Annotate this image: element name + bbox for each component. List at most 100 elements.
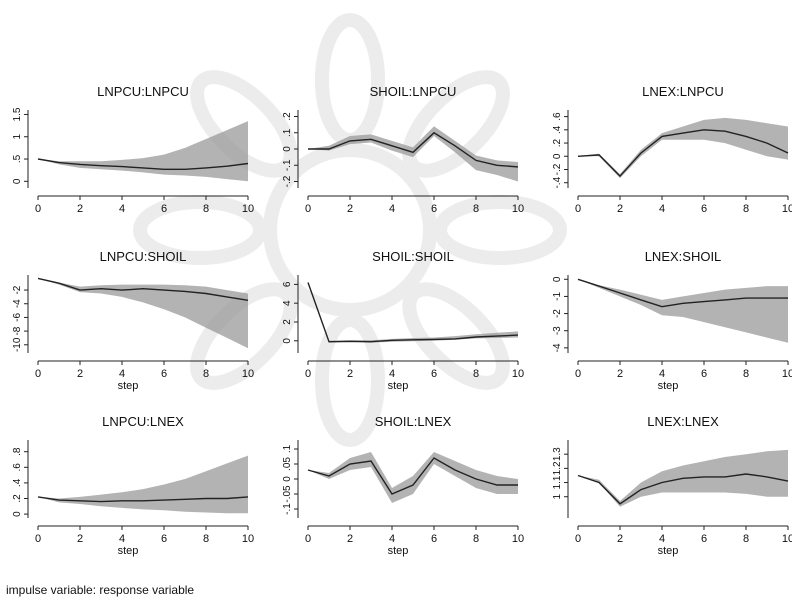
x-tick-label: 4 xyxy=(389,368,395,380)
panel-title: LNPCU:LNPCU xyxy=(97,84,189,99)
x-tick-label: 10 xyxy=(512,533,524,545)
irf-panel: 0 2 4 6 8 10 1 1.11.21.3 LNEX:LNEX step xyxy=(552,414,792,557)
x-tick-label: 0 xyxy=(305,203,311,215)
panel-title: SHOIL:SHOIL xyxy=(372,249,454,264)
y-tick-label: 0 xyxy=(282,476,293,482)
y-tick-label: 2 xyxy=(282,319,293,325)
y-tick-label: -2 xyxy=(552,309,563,318)
confidence-band xyxy=(38,455,248,514)
x-axis-label: step xyxy=(658,545,679,557)
x-tick-label: 10 xyxy=(782,533,792,545)
y-tick-label: .6 xyxy=(12,463,23,472)
panel-title: LNEX:LNPCU xyxy=(642,84,724,99)
x-axis-label: step xyxy=(118,380,139,392)
x-axis-label: step xyxy=(388,380,409,392)
x-tick-label: 0 xyxy=(35,533,41,545)
x-axis-label: step xyxy=(388,545,409,557)
x-tick-label: 2 xyxy=(617,368,623,380)
chart-caption: impulse variable: response variable xyxy=(6,583,195,597)
irf-line xyxy=(37,158,249,171)
x-tick-label: 8 xyxy=(743,533,749,545)
y-tick-label: -4 xyxy=(12,299,23,308)
y-tick-label: .6 xyxy=(552,112,563,121)
y-tick-label: .2 xyxy=(12,494,23,503)
x-tick-label: 4 xyxy=(119,203,125,215)
y-tick-label: -8 xyxy=(12,326,23,335)
y-tick-label: .05 xyxy=(282,457,293,471)
y-tick-label: -.1 xyxy=(282,503,293,515)
irf-line xyxy=(577,473,789,505)
y-tick-label: 1.1 xyxy=(552,475,563,489)
y-tick-label: 4 xyxy=(282,300,293,306)
x-tick-label: 10 xyxy=(242,368,254,380)
irf-panel: 0 2 4 6 8 10 -2 -4 -6 -8 -10 LNPCU:SHOIL step xyxy=(12,249,254,392)
x-tick-label: 2 xyxy=(617,203,623,215)
x-tick-label: 6 xyxy=(161,533,167,545)
y-tick-label: -4 xyxy=(552,343,563,352)
y-tick-label: 0 xyxy=(12,511,23,517)
confidence-band xyxy=(308,282,518,343)
x-tick-label: 10 xyxy=(782,203,792,215)
panel-title: SHOIL:LNPCU xyxy=(370,84,457,99)
x-tick-label: 4 xyxy=(119,368,125,380)
confidence-band xyxy=(38,121,248,182)
x-tick-label: 6 xyxy=(161,368,167,380)
x-tick-label: 2 xyxy=(77,533,83,545)
x-tick-label: 10 xyxy=(512,368,524,380)
y-tick-label: -.1 xyxy=(282,159,293,171)
x-tick-label: 6 xyxy=(431,203,437,215)
irf-line xyxy=(307,457,518,495)
x-tick-label: 0 xyxy=(575,533,581,545)
panel-title: LNPCU:LNEX xyxy=(102,414,184,429)
panel-title: LNPCU:SHOIL xyxy=(100,249,187,264)
x-tick-label: 6 xyxy=(701,533,707,545)
irf-panel: 0 2 4 6 8 10 0 .2 .4 .6 .8 LNPCU:LNEX step xyxy=(12,414,254,557)
x-tick-label: 8 xyxy=(203,533,209,545)
y-tick-label: .8 xyxy=(12,447,23,456)
y-tick-label: -3 xyxy=(552,326,563,335)
y-tick-label: -.2 xyxy=(282,175,293,187)
x-tick-label: 8 xyxy=(743,368,749,380)
x-tick-label: 2 xyxy=(347,368,353,380)
y-tick-label: -.4 xyxy=(552,176,563,188)
y-tick-label: .1 xyxy=(282,444,293,453)
y-tick-label: -.05 xyxy=(282,485,293,503)
x-tick-label: 4 xyxy=(659,368,665,380)
x-tick-label: 4 xyxy=(119,533,125,545)
x-tick-label: 0 xyxy=(35,203,41,215)
irf-line xyxy=(307,282,519,343)
x-tick-label: 8 xyxy=(473,533,479,545)
y-tick-label: .2 xyxy=(282,112,293,121)
panel-title: SHOIL:LNEX xyxy=(375,414,452,429)
panel-title: LNEX:LNEX xyxy=(647,414,719,429)
irf-panel: 0 2 4 6 8 10 -.4-.2 0 .2 .4 .6 LNEX:LNPCU xyxy=(552,84,792,215)
x-tick-label: 0 xyxy=(305,368,311,380)
y-tick-label: .4 xyxy=(12,478,23,487)
y-tick-label: .5 xyxy=(12,154,23,163)
x-tick-label: 2 xyxy=(617,533,623,545)
irf-line xyxy=(577,129,789,178)
irf-panel: 0 2 4 6 8 10 0 -1 -2 -3 -4 LNEX:SHOIL step xyxy=(552,249,792,392)
irf-panel: 0 2 4 6 8 10 0 2 4 6 SHOIL:SHOIL step xyxy=(282,249,524,392)
y-tick-label: 0 xyxy=(12,178,23,184)
x-tick-label: 0 xyxy=(305,533,311,545)
x-tick-label: 10 xyxy=(512,203,524,215)
y-tick-label: 1 xyxy=(12,133,23,139)
y-tick-label: -10 xyxy=(12,337,23,352)
x-tick-label: 0 xyxy=(575,368,581,380)
y-tick-label: 0 xyxy=(552,276,563,282)
y-tick-label: 1 xyxy=(552,493,563,499)
y-tick-label: .2 xyxy=(552,138,563,147)
x-tick-label: 2 xyxy=(347,203,353,215)
y-tick-label: -.2 xyxy=(552,163,563,175)
x-tick-label: 2 xyxy=(347,533,353,545)
irf-panel: 0 2 4 6 8 10 -.1-.05 0 .05 .1 SHOIL:LNEX step xyxy=(282,414,524,557)
x-tick-label: 4 xyxy=(389,203,395,215)
x-tick-label: 10 xyxy=(242,533,254,545)
x-tick-label: 10 xyxy=(242,203,254,215)
y-tick-label: .1 xyxy=(282,128,293,137)
y-tick-label: 1.5 xyxy=(12,107,23,121)
y-tick-label: 0 xyxy=(282,338,293,344)
y-tick-label: 0 xyxy=(282,146,293,152)
